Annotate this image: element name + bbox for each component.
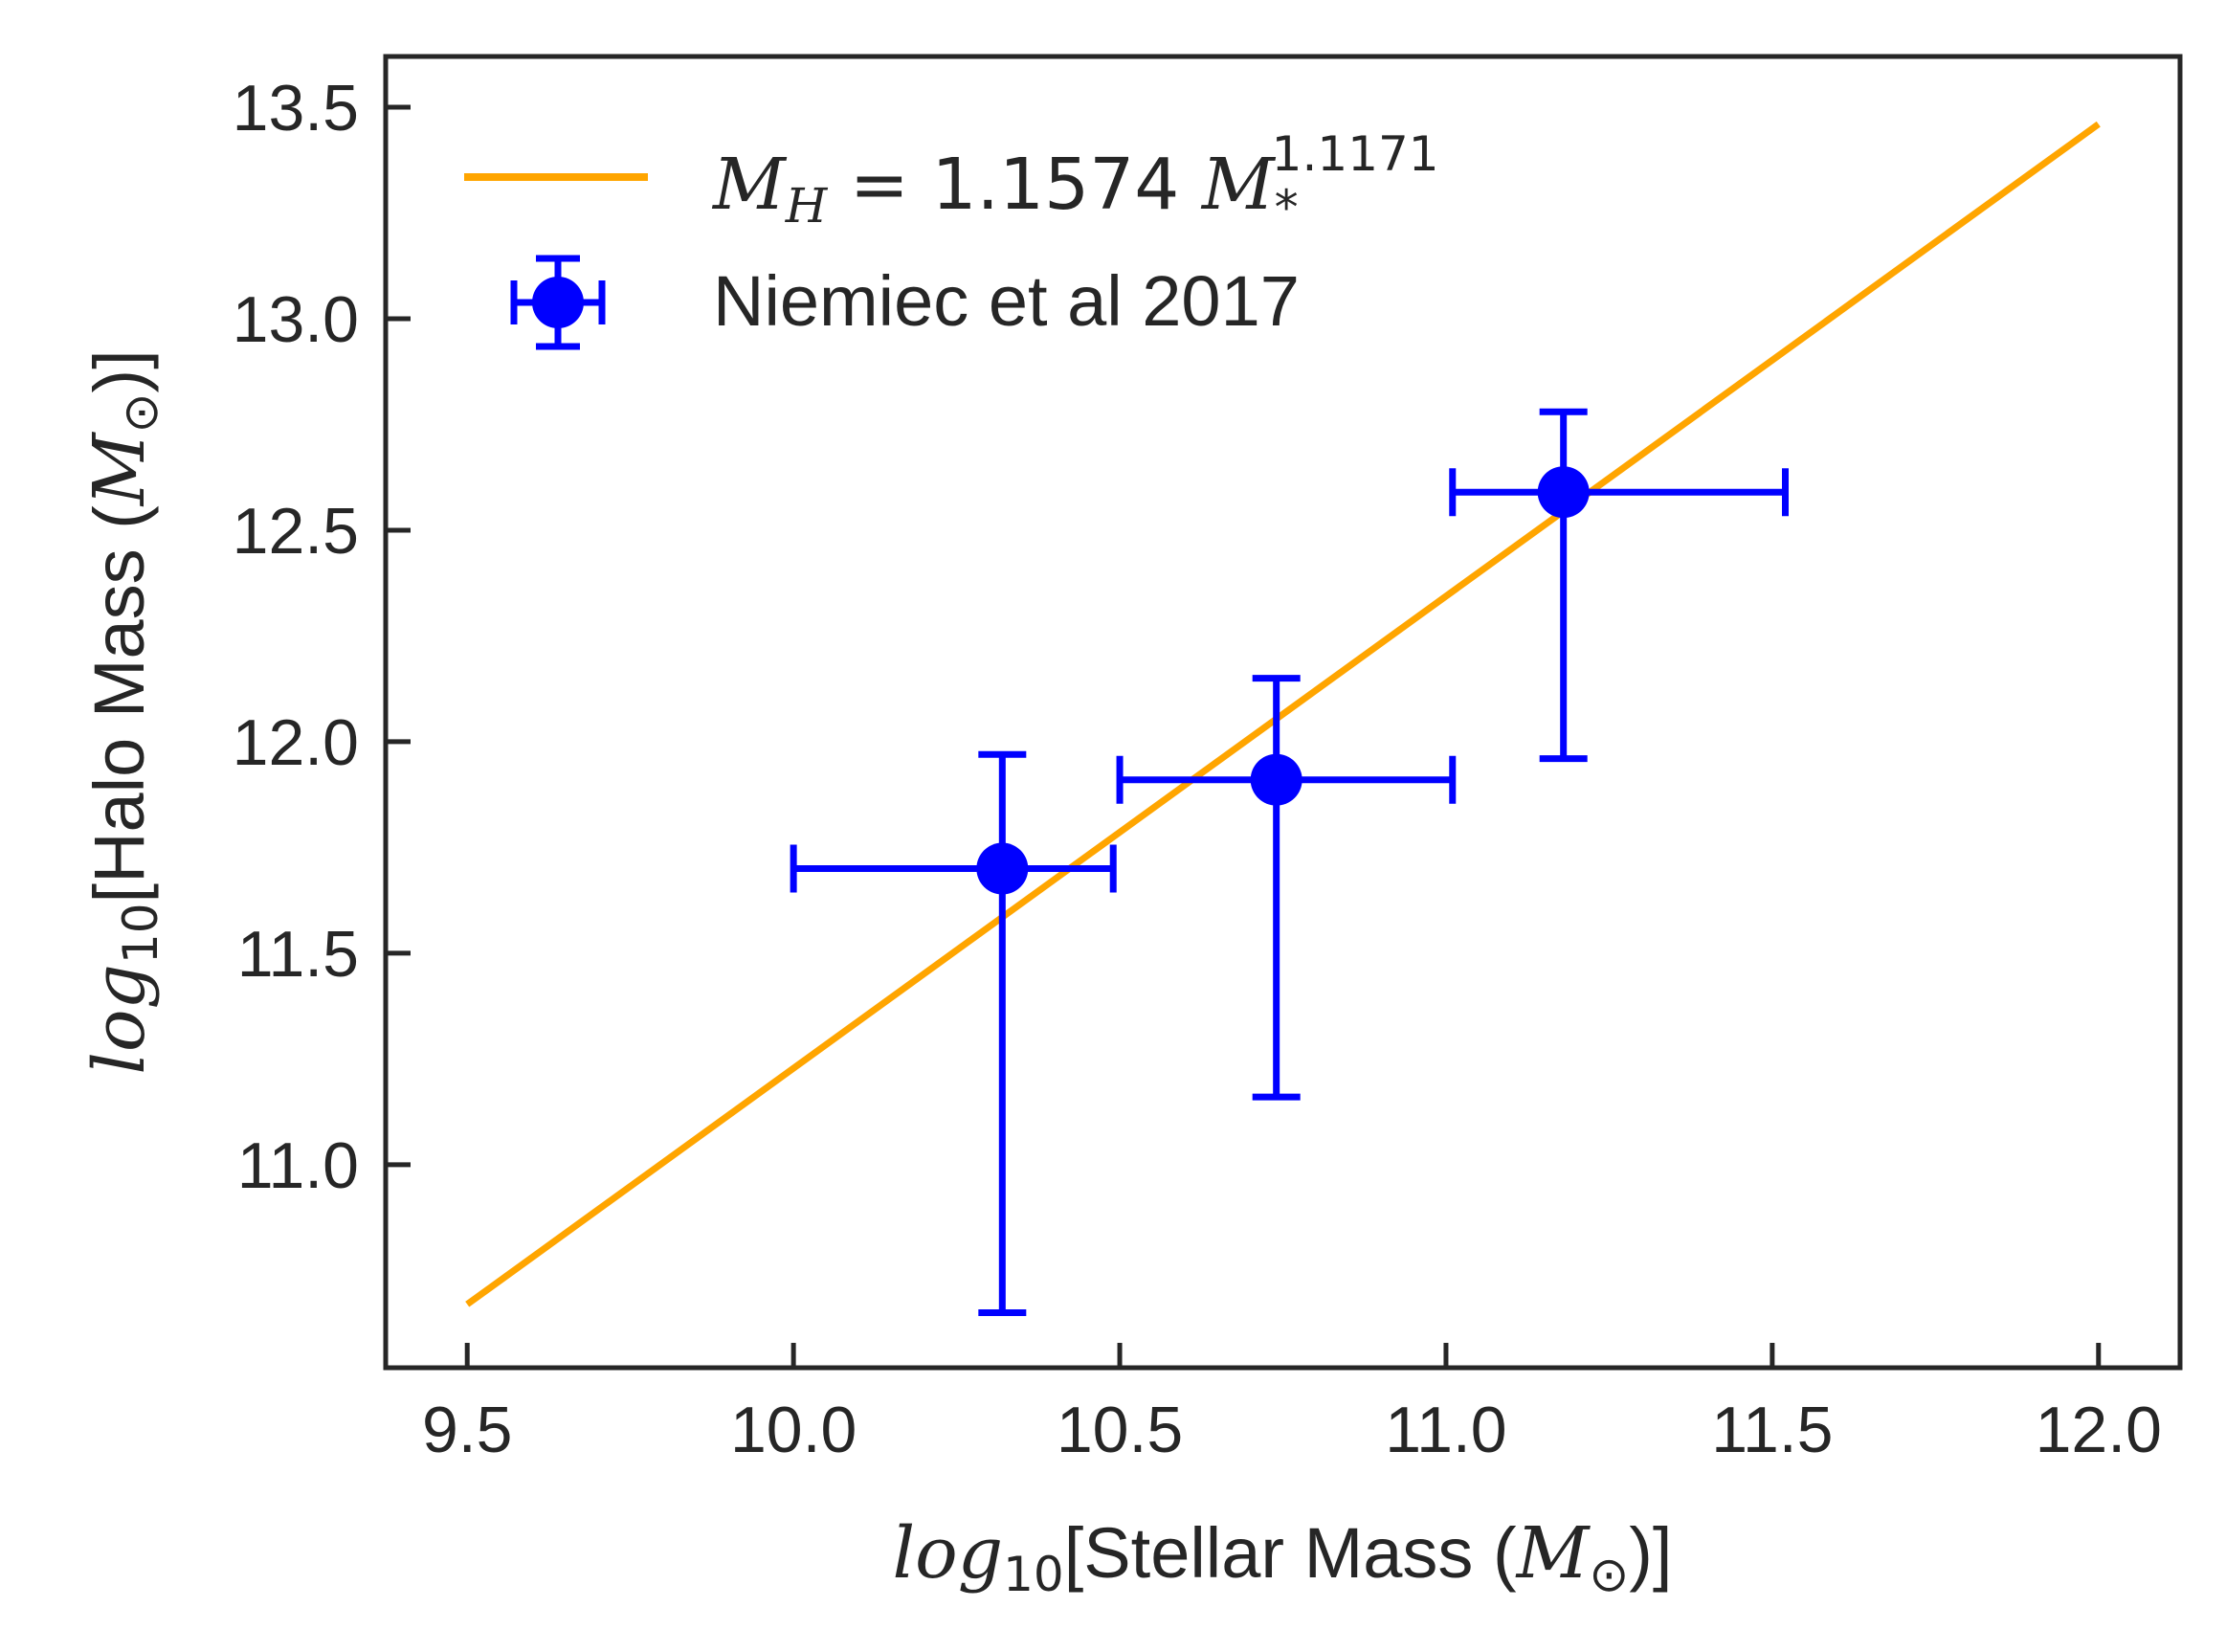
plot-frame <box>383 54 2183 1371</box>
data-marker <box>1250 753 1302 806</box>
x-tick-label: 11.5 <box>1711 1394 1833 1466</box>
y-tick-label: 11.5 <box>237 918 359 991</box>
x-tick-label: 10.5 <box>1057 1394 1183 1466</box>
x-tick-label: 11.0 <box>1385 1394 1506 1466</box>
fit-line <box>465 121 2101 1307</box>
y-tick-label: 12.0 <box>233 706 359 779</box>
data-marker <box>976 842 1029 895</box>
y-tick-label: 11.0 <box>237 1129 359 1202</box>
x-tick-label: 12.0 <box>2036 1394 2162 1466</box>
y-axis-label: log10[Halo Mass (M⊙)] <box>78 349 168 1074</box>
x-axis-label: log10[Stellar Mass (M⊙)] <box>893 1512 1673 1602</box>
y-tick-label: 12.5 <box>233 495 359 568</box>
legend-fit-label: MH = 1.1574 M*1.1171 <box>711 126 1439 235</box>
x-tick-label: 9.5 <box>422 1394 513 1466</box>
y-tick-label: 13.0 <box>233 283 359 356</box>
ticks: 9.5 10.0 10.5 11.0 11.5 12.0 11.0 11.5 12.0 12.5 1… <box>233 72 2162 1466</box>
data-point-1 <box>790 750 1117 1317</box>
legend-data-label: Niemiec et al 2017 <box>713 261 1300 341</box>
data-point-3 <box>1449 408 1789 763</box>
data-point-2 <box>1116 675 1457 1101</box>
x-tick-label: 10.0 <box>730 1394 857 1466</box>
legend: MH = 1.1574 M*1.1171 Niemiec et al 2017 <box>464 126 1439 350</box>
plot-series <box>465 121 2101 1317</box>
legend-data-marker <box>510 255 606 350</box>
y-tick-label: 13.5 <box>233 72 359 145</box>
x-axis-label-prefix: log <box>893 1512 1004 1595</box>
data-marker <box>1537 466 1590 519</box>
